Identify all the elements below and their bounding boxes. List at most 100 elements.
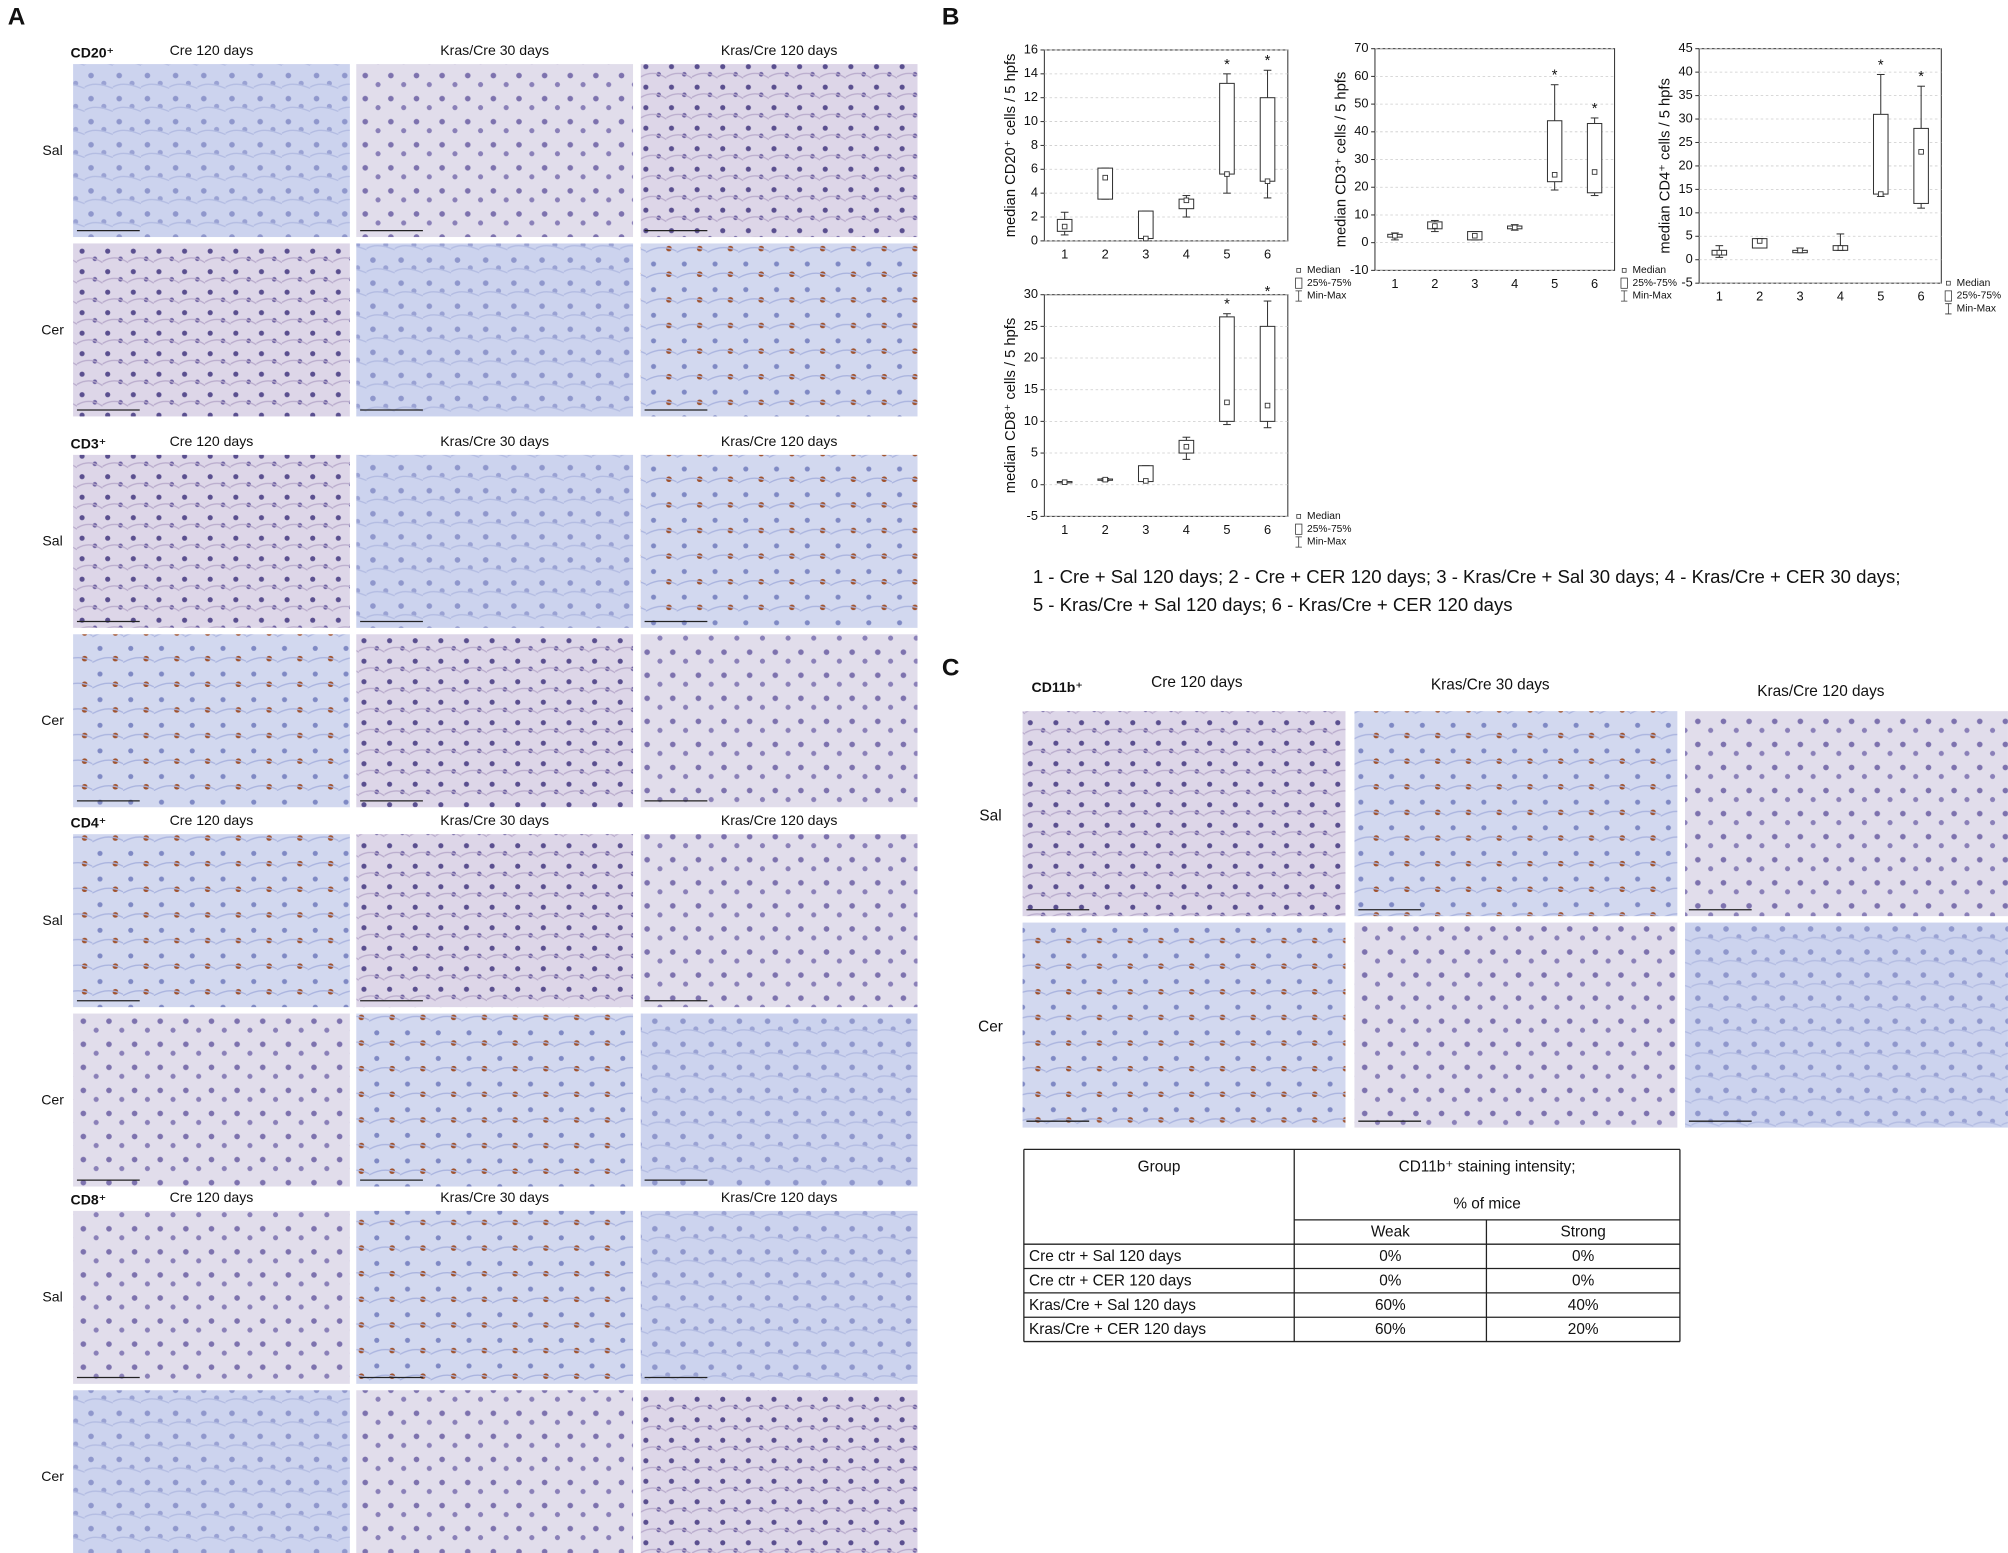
panel-label: A: [8, 3, 26, 30]
micrograph: [356, 634, 634, 808]
legend-label: Min-Max: [1307, 291, 1347, 302]
box: [1097, 167, 1114, 200]
x-tick-label: 6: [1264, 522, 1271, 537]
table-header: CD11b⁺ staining intensity;: [1399, 1158, 1576, 1175]
legend-swatch: [1945, 303, 1952, 315]
y-tick-label: 16: [1024, 41, 1038, 56]
table-cell: 60%: [1375, 1321, 1406, 1338]
legend-swatch: [1296, 514, 1302, 519]
legend-swatch: [1944, 290, 1952, 302]
y-tick-label: 5: [1031, 444, 1038, 459]
row-label: Cer: [41, 1468, 64, 1484]
marker-label: CD3⁺: [71, 435, 107, 451]
y-tick-label: 10: [1024, 413, 1038, 428]
micrograph: [73, 1390, 350, 1553]
micrograph: [73, 1210, 350, 1384]
legend-label: Min-Max: [1307, 537, 1347, 548]
legend-label: Median: [1307, 265, 1341, 276]
median-marker: [1264, 402, 1271, 409]
micrograph: [1354, 922, 1678, 1128]
y-tick-label: -5: [1681, 275, 1692, 290]
median-marker: [1511, 224, 1518, 231]
x-tick-label: 2: [1431, 276, 1438, 291]
column-label: Kras/Cre 120 days: [1757, 683, 1885, 700]
table-cell: Cre ctr + Sal 120 days: [1029, 1248, 1182, 1265]
y-tick-label: 20: [1354, 179, 1368, 194]
median-marker: [1102, 174, 1108, 181]
x-tick-label: 6: [1918, 289, 1925, 304]
y-tick-label: 15: [1678, 181, 1692, 196]
column-label: Kras/Cre 120 days: [721, 433, 838, 449]
median-marker: [1224, 399, 1230, 406]
table-subheader: Strong: [1561, 1224, 1606, 1241]
y-axis-label: median CD8⁺ cells / 5 hpfs: [1003, 318, 1019, 493]
micrograph: [356, 1013, 634, 1187]
significance-mark: *: [1552, 68, 1558, 84]
legend-swatch: [1295, 536, 1302, 548]
y-tick-label: 20: [1678, 157, 1692, 172]
y-tick-label: 4: [1031, 185, 1038, 200]
y-tick-label: 8: [1031, 137, 1038, 152]
significance-mark: *: [1224, 57, 1230, 73]
micrograph: [73, 243, 350, 417]
box: [1259, 325, 1276, 422]
x-tick-label: 3: [1142, 246, 1149, 261]
micrograph: [73, 64, 350, 238]
y-tick-label: 35: [1678, 87, 1692, 102]
significance-mark: *: [1878, 57, 1884, 73]
median-marker: [1837, 245, 1844, 251]
y-tick-label: 60: [1354, 68, 1368, 83]
x-tick-label: 2: [1102, 522, 1109, 537]
significance-mark: *: [1265, 53, 1271, 69]
y-tick-label: 0: [1031, 232, 1038, 247]
y-tick-label: 15: [1024, 381, 1038, 396]
micrograph: [640, 243, 918, 417]
legend-label: Median: [1633, 265, 1667, 276]
legend-label: Median: [1307, 511, 1341, 522]
y-tick-label: 2: [1031, 208, 1038, 223]
table-cell: 0%: [1379, 1272, 1402, 1289]
column-label: Kras/Cre 30 days: [440, 812, 549, 828]
box: [1137, 210, 1154, 240]
legend-swatch: [1946, 280, 1951, 286]
legend-label: Min-Max: [1957, 304, 1997, 315]
table-cell: 60%: [1375, 1297, 1406, 1314]
row-label: Sal: [42, 912, 62, 928]
table-cell: 40%: [1568, 1297, 1599, 1314]
row-label: Sal: [42, 1289, 62, 1305]
marker-label: CD11b⁺: [1032, 679, 1083, 695]
micrograph: [73, 834, 350, 1008]
median-marker: [1797, 247, 1803, 254]
x-tick-label: 6: [1591, 276, 1598, 291]
box: [1546, 120, 1563, 183]
micrograph: [640, 834, 918, 1008]
micrograph: [356, 64, 634, 238]
y-tick-label: 10: [1024, 113, 1038, 128]
legend-label: 25%-75%: [1307, 524, 1351, 535]
micrograph: [356, 454, 634, 628]
median-marker: [1432, 223, 1438, 229]
y-tick-label: 70: [1354, 40, 1368, 55]
y-tick-label: 0: [1686, 251, 1693, 266]
legend-swatch: [1296, 268, 1302, 273]
column-label: Cre 120 days: [170, 433, 254, 449]
median-marker: [1143, 235, 1149, 242]
row-label: Sal: [42, 533, 62, 549]
row-label: Cer: [978, 1019, 1003, 1036]
table-cell: Cre ctr + CER 120 days: [1029, 1272, 1192, 1289]
y-tick-label: 40: [1354, 123, 1368, 138]
median-marker: [1102, 476, 1108, 483]
column-label: Kras/Cre 120 days: [721, 1189, 838, 1205]
micrograph: [356, 243, 634, 417]
x-tick-label: 2: [1756, 289, 1763, 304]
box: [1219, 82, 1235, 175]
group-key: 1 - Cre + Sal 120 days; 2 - Cre + CER 12…: [1033, 566, 1901, 587]
x-tick-label: 4: [1511, 276, 1518, 291]
x-tick-label: 3: [1796, 289, 1803, 304]
median-marker: [1392, 232, 1398, 239]
y-tick-label: 50: [1354, 96, 1368, 111]
column-label: Kras/Cre 30 days: [440, 433, 549, 449]
y-tick-label: 25: [1024, 318, 1038, 333]
x-tick-label: 4: [1183, 246, 1190, 261]
